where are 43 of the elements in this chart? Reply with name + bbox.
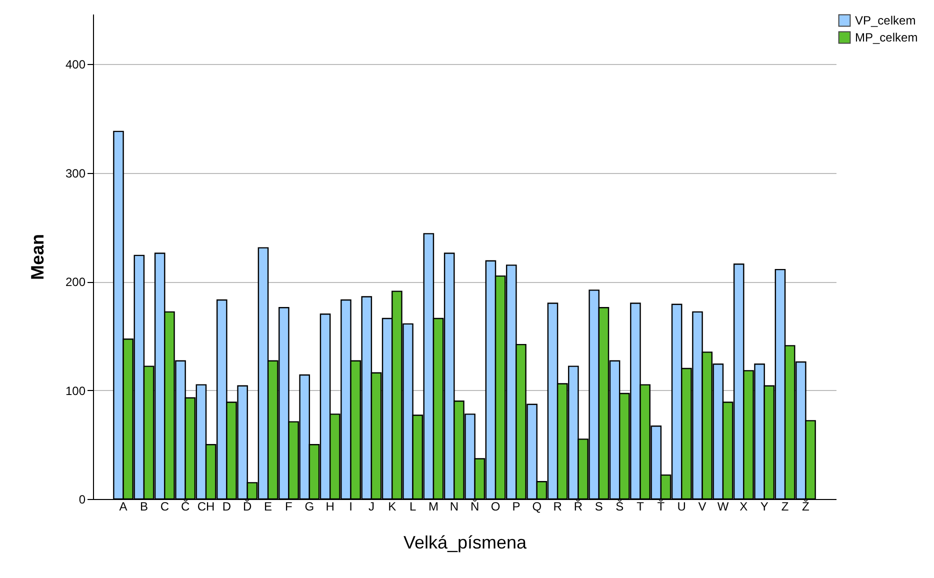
y-tick-label: 100 xyxy=(65,384,86,398)
x-tick-label: Ď xyxy=(243,500,252,514)
x-tick-label: A xyxy=(119,500,128,514)
x-tick-label: D xyxy=(222,500,232,514)
x-tick-label: L xyxy=(409,500,416,514)
x-tick-label: U xyxy=(677,500,686,514)
y-axis-title: Mean xyxy=(27,234,48,280)
x-tick-label: V xyxy=(698,500,706,514)
x-tick-label: B xyxy=(140,500,148,514)
y-tick-label: 400 xyxy=(65,58,86,72)
x-tick-label: Ť xyxy=(657,500,666,514)
x-tick-label: O xyxy=(490,500,500,514)
x-tick-label: E xyxy=(264,500,272,514)
x-tick-label: Ř xyxy=(574,500,583,514)
x-tick-label: N xyxy=(450,500,458,514)
x-tick-label: J xyxy=(368,500,374,514)
x-tick-label: W xyxy=(717,500,730,514)
x-tick-label: H xyxy=(326,500,334,514)
legend-label: MP_celkem xyxy=(855,30,918,44)
x-tick-label: Ň xyxy=(470,500,480,514)
x-tick-label: X xyxy=(740,500,748,514)
x-tick-label: Q xyxy=(532,500,542,514)
x-tick-label: K xyxy=(388,500,396,514)
x-tick-label: M xyxy=(428,500,438,514)
x-tick-label: CH xyxy=(197,500,215,514)
x-tick-label: G xyxy=(304,500,314,514)
x-tick-label: T xyxy=(636,500,645,514)
x-tick-label: R xyxy=(553,500,562,514)
x-tick-label: Y xyxy=(760,500,768,514)
x-tick-label: C xyxy=(160,500,170,514)
legend-label: VP_celkem xyxy=(855,14,916,28)
y-tick-label: 200 xyxy=(65,275,86,290)
x-tick-label: F xyxy=(285,500,292,514)
x-tick-label: S xyxy=(594,500,603,514)
x-tick-label: P xyxy=(512,500,520,514)
x-tick-label: Ž xyxy=(802,500,810,514)
x-tick-label: Š xyxy=(616,500,624,514)
y-tick-label: 300 xyxy=(65,166,86,180)
x-tick-label: Z xyxy=(781,500,789,514)
x-tick-label: I xyxy=(349,500,352,514)
x-tick-label: Č xyxy=(180,500,190,514)
x-axis-title: Velká_písmena xyxy=(403,532,528,552)
y-tick-label: 0 xyxy=(78,492,86,506)
